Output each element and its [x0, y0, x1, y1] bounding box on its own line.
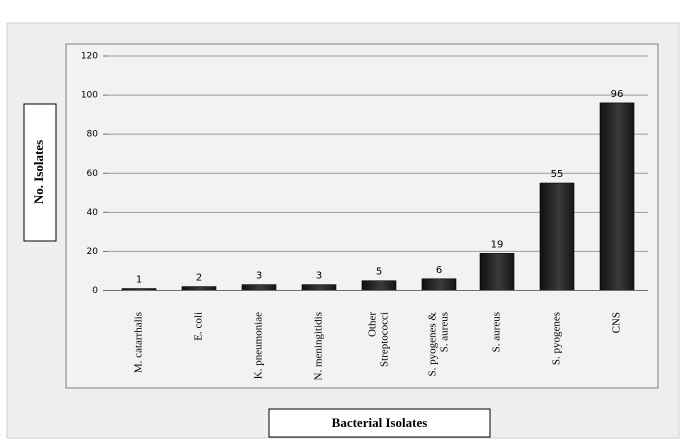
bar — [599, 102, 635, 291]
bar — [421, 278, 457, 291]
x-tick-label: Other Streptococci — [367, 312, 391, 367]
x-tick-label-line: S. pyogenes & — [427, 312, 439, 377]
x-tick-label: E. coli — [193, 312, 205, 341]
x-tick-label: M. catarrhalis — [133, 312, 145, 373]
data-label: 96 — [611, 89, 624, 100]
y-tick-label: 20 — [87, 247, 99, 257]
x-tick-label-line: Other — [367, 312, 379, 337]
x-tick-label: N. meningitidis — [313, 312, 325, 380]
data-label: 3 — [256, 271, 262, 282]
y-tick-label: 120 — [81, 52, 98, 62]
y-tick-label: 60 — [87, 169, 99, 179]
x-axis-title: Bacterial Isolates — [332, 415, 428, 430]
x-tick-label-line: S. pyogenes — [551, 312, 563, 365]
y-tick-label: 40 — [87, 208, 99, 218]
y-axis-title-box — [23, 103, 57, 242]
bar — [479, 253, 515, 291]
bar — [241, 284, 277, 291]
x-tick-label-line: CNS — [611, 312, 623, 333]
y-tick-label: 80 — [87, 130, 99, 140]
data-labels: 1 2 3 3 5 6 19 55 96 — [136, 89, 624, 286]
data-label: 55 — [551, 169, 564, 180]
data-label: 3 — [316, 271, 322, 282]
x-tick-label: CNS — [611, 312, 623, 333]
x-tick-label: S. pyogenes — [551, 312, 563, 365]
x-tick-label: S. aureus — [491, 312, 503, 352]
x-axis-ticks: M. catarrhalis E. coli K. pneumoniae N. men… — [133, 312, 623, 381]
bars — [121, 102, 635, 291]
x-axis-title-box — [268, 408, 491, 438]
bar — [301, 284, 337, 291]
gridlines — [108, 55, 648, 252]
data-label: 1 — [136, 275, 142, 286]
bar — [181, 286, 217, 291]
data-label: 5 — [376, 267, 382, 278]
y-axis-ticks: 0 20 40 60 80 100 120 — [81, 52, 108, 296]
x-tick-label: K. pneumoniae — [253, 312, 265, 379]
x-tick-label-line: M. catarrhalis — [133, 312, 145, 373]
y-tick-label: 100 — [81, 91, 98, 101]
y-tick-label: 0 — [92, 286, 98, 296]
x-tick-label-line: S. aureus — [439, 312, 451, 352]
x-tick-label-line: E. coli — [193, 312, 205, 341]
bar — [361, 280, 397, 291]
x-tick-label-line: S. aureus — [491, 312, 503, 352]
data-label: 6 — [436, 265, 442, 276]
bar — [539, 182, 575, 291]
y-axis-title: No. Isolates — [31, 140, 46, 204]
x-tick-label-line: N. meningitidis — [313, 312, 325, 380]
data-label: 19 — [491, 239, 504, 250]
x-tick-label: S. pyogenes & S. aureus — [427, 312, 451, 377]
x-tick-label-line: K. pneumoniae — [253, 312, 265, 379]
x-tick-label-line: Streptococci — [379, 312, 391, 367]
data-label: 2 — [196, 273, 202, 284]
